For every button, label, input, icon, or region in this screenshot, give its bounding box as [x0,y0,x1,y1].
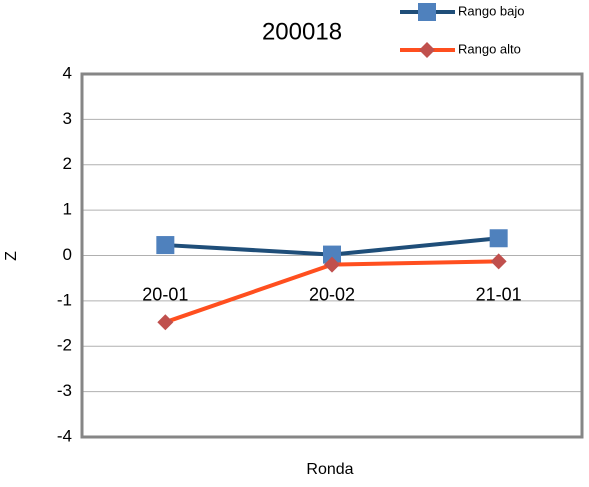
marker [156,236,175,255]
y-axis-title: Z [3,251,20,261]
x-tick-label: 20-02 [309,284,355,304]
marker [324,256,340,273]
y-tick-label: 1 [63,200,72,219]
y-tick-label: -1 [57,290,72,309]
y-tick-label: -2 [57,336,72,355]
y-tick-label: -4 [57,426,72,445]
x-tick-label: 20-01 [142,284,188,304]
marker [419,42,435,58]
legend-label: Rango bajo [458,3,525,18]
y-tick-label: 0 [63,245,72,264]
marker [418,3,436,21]
marker [157,314,174,331]
marker [323,245,341,264]
legend-label: Rango alto [458,41,521,56]
plot-border [80,72,584,439]
y-tick-label: 4 [63,63,72,82]
y-tick-label: -3 [57,381,72,400]
marker [490,253,507,270]
x-tick-label: 21-01 [476,284,522,304]
chart-title: 200018 [262,18,342,45]
x-axis-title: Ronda [306,461,353,478]
y-tick-label: 3 [63,109,72,128]
y-tick-label: 2 [63,154,72,173]
marker [489,229,508,248]
